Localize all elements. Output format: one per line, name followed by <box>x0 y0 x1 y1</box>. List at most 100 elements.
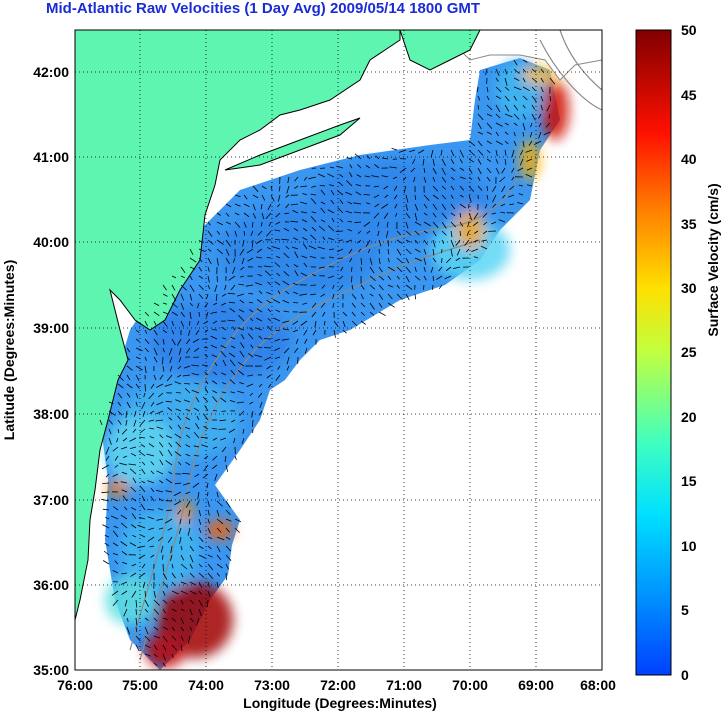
velocity-arrow <box>387 293 393 300</box>
velocity-arrow <box>292 237 299 241</box>
velocity-arrow <box>486 95 490 101</box>
velocity-arrow <box>477 185 483 191</box>
velocity-arrow <box>144 635 151 642</box>
velocity-arrow <box>202 473 209 479</box>
velocity-arrow <box>396 230 401 236</box>
velocity-arrow <box>293 291 299 295</box>
velocity-arrow <box>150 487 155 493</box>
velocity-arrow <box>225 221 231 225</box>
x-tick-label: 74:00 <box>188 677 224 693</box>
velocity-arrow <box>471 248 479 252</box>
velocity-arrow <box>189 545 195 552</box>
velocity-arrow <box>168 417 173 421</box>
velocity-arrow <box>294 347 299 353</box>
velocity-arrow <box>526 184 533 187</box>
velocity-arrow <box>328 237 335 241</box>
velocity-arrow <box>121 446 128 450</box>
velocity-arrow <box>309 255 317 259</box>
velocity-arrow <box>304 338 308 344</box>
velocity-arrow <box>180 320 184 327</box>
velocity-arrow <box>229 379 236 385</box>
velocity-arrow <box>459 194 464 198</box>
velocity-arrow <box>189 572 195 578</box>
velocity-arrow <box>468 140 476 147</box>
velocity-arrow <box>405 257 410 264</box>
velocity-arrow <box>126 617 129 622</box>
velocity-arrow <box>486 185 488 191</box>
velocity-arrow <box>229 359 236 367</box>
velocity-arrow <box>114 455 119 461</box>
velocity-arrow <box>162 599 168 604</box>
velocity-arrow <box>144 644 151 649</box>
velocity-arrow <box>423 239 428 246</box>
velocity-arrow <box>216 500 223 507</box>
velocity-arrow <box>120 541 128 547</box>
velocity-arrow <box>225 212 230 217</box>
velocity-arrow <box>509 203 515 206</box>
velocity-arrow <box>117 428 120 434</box>
velocity-arrow <box>108 428 112 435</box>
velocity-arrow <box>207 518 210 524</box>
velocity-arrow <box>504 77 508 86</box>
velocity-arrow <box>495 122 503 127</box>
velocity-arrow <box>308 245 317 250</box>
velocity-arrow <box>211 428 218 430</box>
colorbar-label: Surface Velocity (cm/s) <box>705 183 721 336</box>
velocity-arrow <box>346 157 353 160</box>
velocity-arrow <box>430 149 434 158</box>
velocity-arrow <box>498 219 506 223</box>
velocity-arrow <box>216 248 223 255</box>
velocity-arrow <box>495 77 499 82</box>
velocity-arrow <box>153 374 157 381</box>
velocity-arrow <box>169 356 173 364</box>
velocity-arrow <box>220 397 227 403</box>
velocity-arrow <box>159 450 164 457</box>
velocity-arrow <box>231 345 236 349</box>
velocity-arrow <box>285 245 290 250</box>
velocity-arrow <box>165 400 173 403</box>
velocity-arrow <box>405 194 409 203</box>
velocity-arrow <box>312 273 317 277</box>
velocity-arrow <box>355 184 362 187</box>
velocity-arrow <box>121 572 128 575</box>
velocity-arrow <box>328 275 335 279</box>
velocity-arrow <box>177 338 182 346</box>
velocity-arrow <box>423 266 426 272</box>
velocity-arrow <box>486 176 491 182</box>
velocity-arrow <box>177 415 182 421</box>
velocity-arrow <box>294 251 299 259</box>
velocity-arrow <box>216 572 221 577</box>
velocity-arrow <box>222 337 227 340</box>
velocity-arrow <box>466 248 470 253</box>
velocity-arrow <box>549 95 551 101</box>
velocity-arrow <box>543 131 551 136</box>
velocity-arrow <box>225 545 232 552</box>
velocity-arrow <box>186 434 191 439</box>
velocity-arrow <box>202 396 209 403</box>
velocity-arrow <box>486 86 489 93</box>
velocity-arrow <box>139 419 146 427</box>
velocity-arrow <box>302 237 308 241</box>
velocity-arrow <box>186 338 191 345</box>
velocity-arrow <box>234 527 240 533</box>
velocity-arrow <box>300 272 308 277</box>
velocity-arrow <box>286 356 290 365</box>
velocity-arrow <box>384 194 389 199</box>
x-tick-label: 68:00 <box>580 677 616 693</box>
velocity-arrow <box>144 599 149 607</box>
velocity-arrow <box>101 464 110 470</box>
velocity-arrow <box>383 185 389 190</box>
velocity-arrow <box>188 518 191 525</box>
velocity-arrow <box>193 407 200 412</box>
velocity-arrow <box>366 155 371 160</box>
velocity-arrow <box>273 299 281 304</box>
velocity-arrow <box>153 662 158 667</box>
velocity-arrow <box>198 545 204 549</box>
velocity-arrow <box>153 338 159 346</box>
velocity-arrow <box>196 500 200 506</box>
velocity-arrow <box>230 391 236 394</box>
velocity-arrow <box>293 227 299 232</box>
velocity-arrow <box>150 470 155 475</box>
velocity-arrow <box>238 309 245 313</box>
velocity-arrow <box>477 104 480 110</box>
